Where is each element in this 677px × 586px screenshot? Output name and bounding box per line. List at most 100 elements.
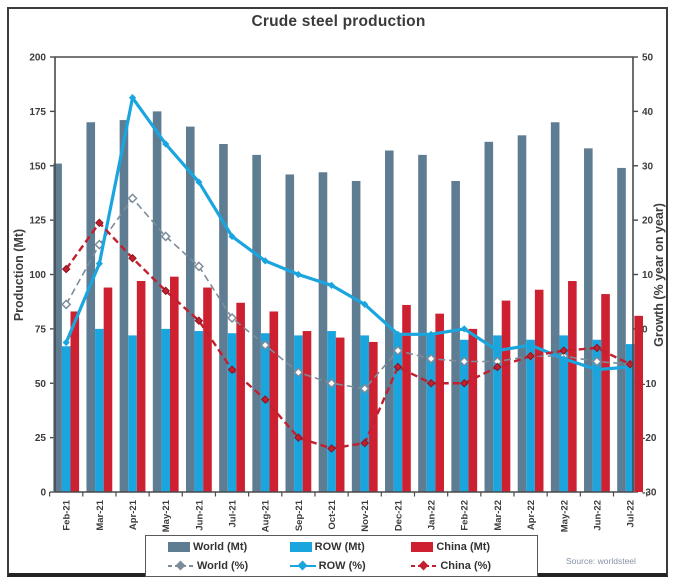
world-line-swatch-icon — [168, 560, 194, 571]
source-credit: Source: worldsteel — [566, 556, 636, 566]
chart-title: Crude steel production — [251, 13, 426, 30]
right-axis-tick-label: 50 — [642, 53, 654, 64]
marker-row — [228, 232, 236, 241]
x-axis-label: Jun-22 — [592, 500, 603, 531]
bar-world — [451, 180, 460, 492]
marker-world — [591, 356, 602, 367]
bar-china — [634, 315, 643, 492]
bar-world — [119, 120, 129, 492]
marker-china — [95, 218, 104, 228]
right-axis-tick-label: 0 — [642, 324, 648, 335]
world-bar-swatch-icon — [168, 541, 190, 552]
marker-row — [560, 355, 568, 363]
left-axis-tick-label: 50 — [35, 379, 47, 390]
bar-row — [526, 339, 535, 492]
marker-china — [128, 253, 137, 263]
bar-world — [285, 174, 295, 492]
x-axis-label: Apr-21 — [128, 499, 139, 530]
bar-row — [625, 344, 635, 492]
line-row — [64, 93, 631, 372]
bar-china — [269, 311, 279, 492]
left-axis-tick-label: 100 — [29, 270, 46, 281]
row-line-swatch-icon — [289, 560, 316, 571]
marker-row — [128, 94, 137, 102]
marker-china — [61, 264, 71, 274]
right-axis-tick-label: 20 — [642, 216, 654, 227]
marker-row — [162, 140, 170, 148]
line-world — [65, 197, 631, 390]
bar-row — [559, 335, 569, 492]
bar-world — [53, 163, 62, 492]
marker-china — [526, 351, 535, 361]
bar-china — [601, 294, 610, 492]
bar-world — [351, 180, 361, 492]
left-axis-tick-label: 125 — [29, 216, 46, 227]
legend: World (Mt) ROW (Mt) China (Mt) World (%)… — [145, 535, 538, 577]
bar-china — [302, 331, 312, 492]
marker-row — [427, 330, 435, 338]
right-axis-tick-label: -30 — [642, 488, 657, 499]
left-axis-tick-label: 175 — [29, 107, 46, 118]
right-axis-tick-label: 40 — [642, 107, 654, 118]
bar-world — [484, 141, 494, 492]
bar-china — [568, 281, 577, 492]
x-axis-label: Jul-22 — [626, 500, 637, 527]
bar-world — [385, 150, 394, 492]
bar-china — [468, 328, 478, 492]
bar-row — [128, 335, 137, 492]
marker-row — [493, 347, 502, 355]
x-axis-label: Jun-21 — [194, 499, 205, 530]
bar-row — [426, 333, 436, 492]
right-axis-tick-label: -20 — [642, 433, 657, 444]
x-axis-label: Aug-21 — [261, 499, 272, 532]
x-axis-label: Dec-21 — [393, 499, 404, 531]
marker-world — [326, 378, 337, 389]
bar-world — [86, 122, 96, 492]
bar-china — [136, 281, 146, 492]
bar-row — [61, 346, 71, 492]
marker-row — [361, 300, 369, 309]
bar-china — [70, 311, 80, 492]
bar-row — [260, 333, 270, 492]
marker-row — [526, 341, 535, 349]
x-axis-label: Sep-21 — [294, 499, 305, 531]
marker-world — [426, 353, 437, 364]
bar-world — [252, 154, 261, 492]
x-axis-label: Feb-22 — [460, 500, 471, 531]
legend-item-row-mt: ROW (Mt) — [289, 540, 412, 553]
bar-world — [517, 135, 527, 493]
marker-china — [227, 365, 237, 374]
legend-label: ROW (Mt) — [314, 540, 365, 553]
marker-row — [593, 366, 601, 374]
bar-world — [185, 126, 195, 492]
legend-label: World (Mt) — [193, 540, 248, 553]
bar-world — [152, 111, 162, 492]
marker-row — [62, 338, 70, 347]
right-axis-tick-label: 30 — [642, 161, 654, 172]
legend-label: China (%) — [440, 559, 492, 572]
legend-item-china-pct: China (%) — [411, 560, 533, 572]
legend-item-world-pct: World (%) — [168, 560, 290, 572]
x-axis-label: Oct-21 — [327, 499, 338, 529]
legend-item-row-pct: ROW (%) — [289, 559, 412, 572]
bar-row — [227, 333, 237, 492]
marker-china — [559, 346, 569, 355]
bar-row — [459, 339, 469, 492]
bar-china — [203, 287, 212, 492]
china-line-swatch-icon — [411, 560, 438, 571]
legend-label: ROW (%) — [318, 559, 366, 572]
legend-item-china-mt: China (Mt) — [411, 541, 533, 553]
bar-china — [369, 341, 378, 492]
marker-world — [127, 193, 138, 204]
bar-china — [236, 302, 245, 492]
marker-row — [327, 281, 336, 289]
x-axis-label: May-22 — [559, 500, 570, 532]
x-axis-label: Jul-21 — [228, 499, 239, 527]
bar-row — [393, 333, 403, 492]
marker-row — [394, 330, 402, 338]
legend-label: World (%) — [197, 559, 249, 572]
marker-china — [260, 395, 270, 404]
left-axis-tick-label: 0 — [40, 488, 46, 499]
bar-china — [170, 276, 179, 492]
bar-china — [335, 337, 345, 492]
